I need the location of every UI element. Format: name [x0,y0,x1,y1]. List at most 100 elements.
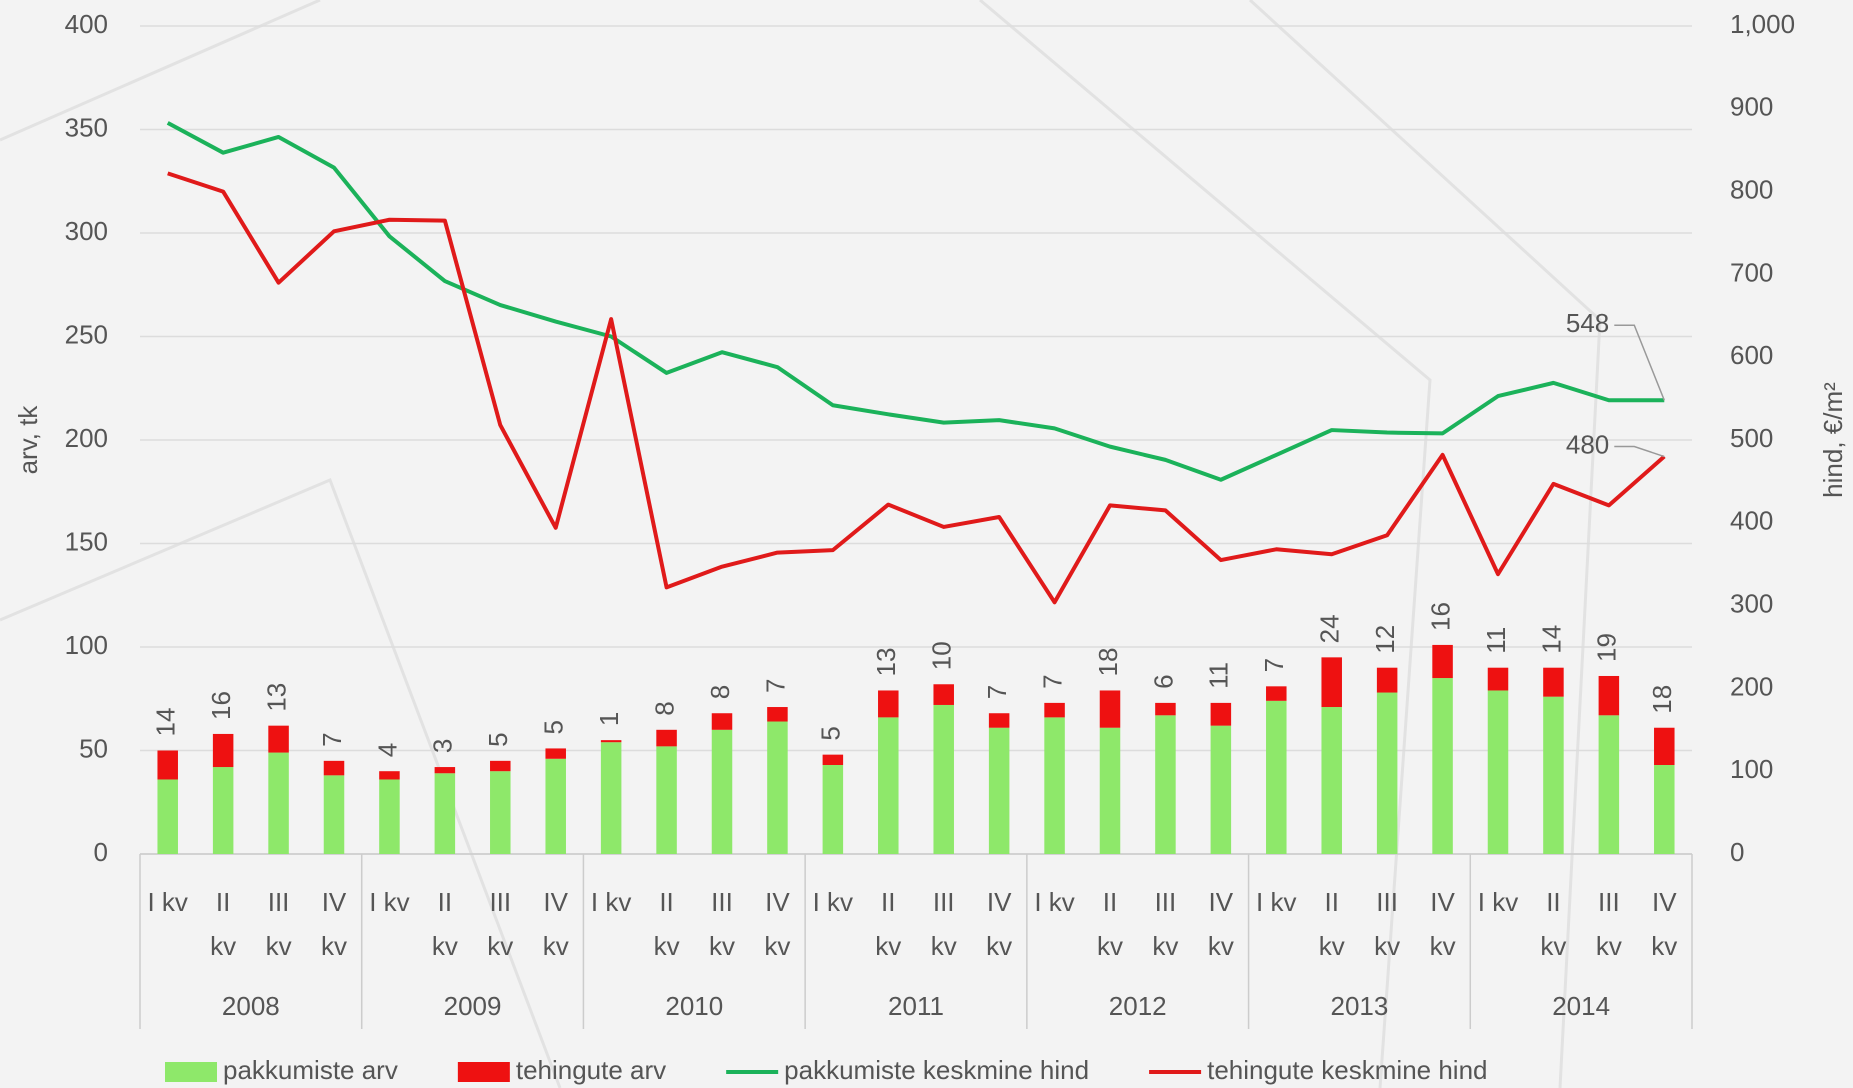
x-tick-label: II kv [1318,887,1345,961]
y2-tick-label: 1,000 [1730,9,1795,39]
x-tick-label: IV kv [1429,887,1456,961]
bar-segment [1487,667,1509,691]
y2-tick-label: 0 [1730,837,1744,867]
bar-segment [1432,678,1453,854]
y2-axis-label: hind, €/m² [1818,382,1848,498]
bar-segment [600,742,622,854]
bar-segment [600,740,622,743]
bar-segment [711,729,733,854]
bar-segment [434,767,456,774]
bar-segment [933,684,954,705]
bar-segment [711,713,733,730]
data-label: 1 [594,712,624,726]
data-label: 19 [1592,633,1622,662]
bar-segment [1376,667,1398,693]
data-label: 16 [1425,602,1455,631]
data-label: 14 [151,708,181,737]
data-label: 10 [927,641,957,670]
x-tick-label: III kv [487,887,514,961]
data-label: 8 [705,685,735,699]
x-tick-label: IV kv [542,887,569,961]
data-label: 4 [372,743,402,757]
bar-segment [1155,702,1176,716]
x-tick-label: II kv [431,887,458,961]
y-tick-label: 150 [65,526,108,556]
bar-segment [988,713,1010,728]
data-label: 13 [261,683,291,712]
bar-segment [1432,644,1453,679]
bar-segment [379,779,400,854]
y-tick-label: 250 [65,319,108,349]
legend-swatch [457,1062,510,1082]
bar-segment [545,758,566,854]
y-tick-label: 0 [94,837,108,867]
bar-segment [212,767,234,854]
x-tick-label: I kv [590,887,632,917]
bar-segment [1654,727,1675,765]
x-tick-label: I kv [812,887,854,917]
line-series [167,171,1666,605]
bar-segment [878,690,899,718]
group-label: 2013 [1331,991,1389,1021]
end-label: 548 [1566,308,1609,338]
y2-tick-label: 400 [1730,506,1773,536]
bar-segment [1155,715,1176,854]
bar-segment [157,779,178,854]
x-tick-label: II kv [1540,887,1567,961]
x-tick-label: IV kv [321,887,347,961]
x-tick-label: III kv [709,887,735,961]
y2-tick-label: 700 [1730,257,1773,287]
x-tick-label: II kv [1097,887,1123,961]
bar-segment [656,746,677,854]
legend-swatch [165,1062,217,1082]
group-label: 2010 [665,991,723,1021]
data-label: 5 [483,732,513,746]
x-tick-label: IV kv [1207,887,1234,961]
legend-label: tehingute keskmine hind [1207,1055,1487,1085]
group-label: 2011 [888,991,944,1021]
x-tick-label: I kv [147,887,188,917]
y-tick-label: 400 [65,9,108,39]
data-label: 11 [1204,662,1234,689]
bar-segment [1543,696,1564,854]
y-axis-label: arv, tk [13,405,43,475]
bar-segment [878,717,899,854]
x-tick-label: IV kv [764,887,791,961]
data-label: 7 [760,679,790,693]
data-label: 3 [428,739,458,753]
bar-segment [822,764,844,854]
group-label: 2014 [1552,991,1610,1021]
bar-segment [268,752,289,854]
x-tick-label: I kv [369,887,410,917]
bar-segment [933,704,954,854]
x-tick-label: IV kv [986,887,1013,961]
y-tick-label: 350 [65,112,108,142]
x-tick-label: III kv [1152,887,1179,961]
x-tick-label: I kv [1477,887,1519,917]
line-series [166,121,1665,482]
data-label: 8 [649,701,679,715]
bar-segment [268,725,289,753]
bar-segment [1044,717,1065,854]
bar-segment [323,760,345,776]
data-label: 12 [1370,625,1400,654]
bar-segment [1044,702,1065,718]
bar-segment [1210,725,1232,854]
x-tick-label: I kv [1034,887,1075,917]
bar-segment [1321,657,1342,708]
bar-segment [767,721,788,854]
y-tick-label: 300 [65,216,108,246]
bar-segment [545,748,566,759]
bar-segment [988,727,1010,854]
bar-segment [212,733,234,768]
bar-segment [1266,700,1287,854]
y2-tick-label: 100 [1730,754,1773,784]
bar-segment [656,729,677,747]
x-tick-label: IV kv [1651,887,1678,961]
bar-segment [1266,686,1287,701]
bar-segment [1376,692,1398,854]
bar-segment [157,750,178,780]
data-label: 18 [1093,648,1123,677]
y-tick-label: 100 [65,630,108,660]
